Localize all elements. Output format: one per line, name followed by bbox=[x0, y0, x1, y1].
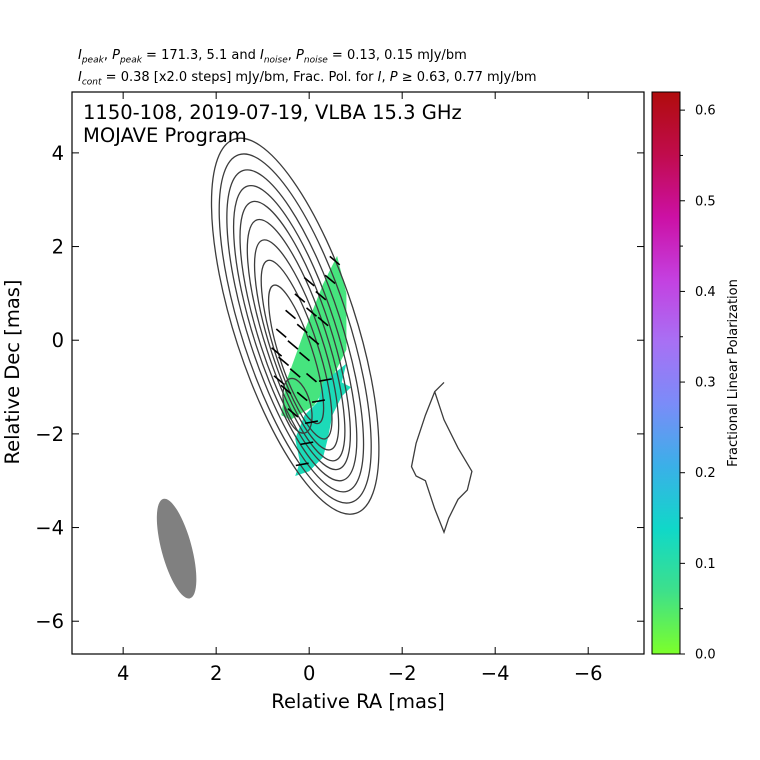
colorbar-tick-label: 0.2 bbox=[695, 466, 716, 481]
colorbar-tick-label: 0.6 bbox=[695, 104, 716, 119]
y-tick-label: 2 bbox=[52, 236, 64, 259]
x-tick-label: −6 bbox=[574, 662, 603, 685]
x-tick-label: −2 bbox=[388, 662, 417, 685]
sep: , bbox=[103, 48, 113, 63]
chart-title-line-1: 1150-108, 2019-07-19, VLBA 15.3 GHz bbox=[83, 101, 462, 124]
plot-frame bbox=[71, 91, 645, 655]
evpa-tick bbox=[311, 399, 326, 403]
intensity-contour bbox=[226, 169, 365, 493]
evpa-tick bbox=[318, 378, 332, 382]
evpa-tick bbox=[278, 356, 290, 367]
intensity-contour bbox=[239, 200, 352, 471]
evpa-tick bbox=[287, 407, 299, 418]
x-axis-label: Relative RA [mas] bbox=[271, 690, 444, 713]
sep: , bbox=[381, 70, 390, 85]
intensity-contour bbox=[282, 377, 313, 434]
plot-background bbox=[72, 92, 644, 654]
evpa-tick bbox=[324, 274, 336, 285]
y-tick-label: −4 bbox=[35, 517, 64, 540]
evpa-tick bbox=[304, 420, 319, 425]
text: ≥ 0.63, 0.77 mJy/bm bbox=[397, 70, 537, 85]
evpa-tick bbox=[329, 255, 341, 266]
colorbar-tick-label: 0.0 bbox=[695, 648, 716, 663]
y-axis-label: Relative Dec [mas] bbox=[1, 279, 24, 464]
evpa-tick bbox=[273, 375, 285, 385]
y-tick-label: −2 bbox=[35, 423, 64, 446]
header-line-1: Ipeak, Ppeak = 171.3, 5.1 and Inoise, Pn… bbox=[78, 48, 467, 66]
sep: , bbox=[287, 48, 297, 63]
beam-ellipse bbox=[156, 498, 197, 599]
evpa-tick bbox=[289, 368, 301, 378]
colorbar bbox=[651, 91, 681, 655]
colorbar-tick-label: 0.1 bbox=[695, 557, 716, 572]
sub: noise bbox=[303, 55, 328, 66]
text: = 0.38 [x2.0 steps] mJy/bm, Frac. Pol. f… bbox=[101, 70, 378, 85]
colorbar-tick-label: 0.4 bbox=[695, 285, 716, 300]
x-tick-label: 2 bbox=[210, 662, 222, 685]
text: = 171.3, 5.1 and bbox=[141, 48, 260, 63]
x-tick-label: 4 bbox=[117, 662, 129, 685]
colorbar-label: Fractional Linear Polarization bbox=[726, 279, 741, 467]
evpa-tick bbox=[300, 441, 314, 446]
evpa-tick bbox=[295, 462, 309, 467]
chart-title-line-2: MOJAVE Program bbox=[83, 124, 247, 147]
var-p: P bbox=[296, 48, 304, 63]
extended-contour bbox=[410, 381, 473, 535]
sub: peak bbox=[81, 55, 104, 66]
evpa-tick bbox=[315, 290, 327, 301]
var-i: I bbox=[259, 48, 264, 63]
x-tick-label: −4 bbox=[481, 662, 510, 685]
var-i: I bbox=[78, 70, 82, 85]
intensity-contour bbox=[253, 239, 340, 451]
evpa-tick bbox=[285, 309, 297, 320]
evpa-tick bbox=[305, 372, 318, 383]
header-line-2: Icont = 0.38 [x2.0 steps] mJy/bm, Frac. … bbox=[78, 70, 537, 88]
sub: cont bbox=[81, 77, 102, 88]
colorbar-tick-label: 0.5 bbox=[695, 194, 716, 209]
evpa-tick bbox=[308, 335, 320, 346]
evpa-tick bbox=[280, 384, 292, 395]
var-p: P bbox=[112, 48, 120, 63]
y-tick-label: −6 bbox=[35, 610, 64, 633]
evpa-tick bbox=[271, 347, 283, 357]
evpa-tick bbox=[298, 351, 311, 362]
sub: noise bbox=[263, 55, 288, 66]
intensity-contour bbox=[218, 153, 372, 504]
intensity-contour bbox=[210, 137, 380, 515]
evpa-tick bbox=[296, 391, 308, 402]
evpa-tick bbox=[287, 340, 299, 350]
text: = 0.13, 0.15 mJy/bm bbox=[327, 48, 467, 63]
evpa-tick bbox=[296, 323, 308, 334]
evpa-tick bbox=[317, 316, 329, 327]
sub: peak bbox=[119, 55, 142, 66]
intensity-contour bbox=[232, 184, 358, 482]
evpa-tick bbox=[305, 307, 318, 317]
var-p: P bbox=[389, 70, 398, 85]
x-tick-label: 0 bbox=[303, 662, 315, 685]
var-i: I bbox=[377, 70, 382, 85]
var-i: I bbox=[78, 48, 82, 63]
evpa-tick bbox=[303, 276, 315, 287]
intensity-contour bbox=[246, 218, 346, 462]
y-tick-label: 0 bbox=[52, 329, 64, 352]
evpa-tick bbox=[294, 293, 306, 303]
colorbar-tick-label: 0.3 bbox=[695, 376, 716, 391]
evpa-tick bbox=[275, 328, 287, 339]
y-tick-label: 4 bbox=[52, 142, 64, 165]
